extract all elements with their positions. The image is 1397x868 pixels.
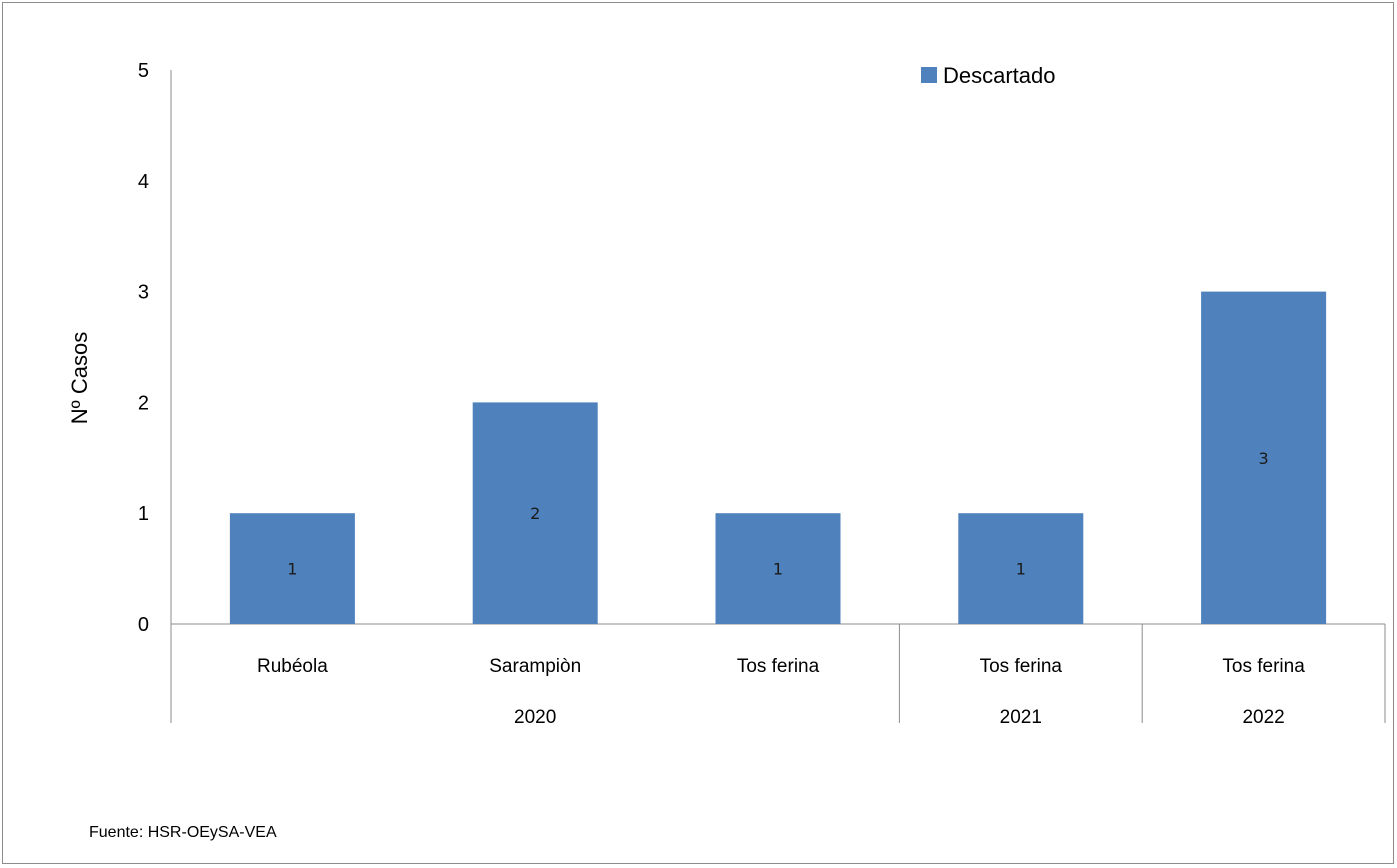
- y-tick-label: 5: [138, 60, 149, 82]
- y-tick-label: 3: [138, 282, 149, 304]
- x-group-label: 2021: [1000, 707, 1042, 728]
- bar: [958, 513, 1084, 624]
- y-tick-label: 1: [138, 503, 149, 525]
- y-tick-label: 0: [138, 614, 149, 636]
- bars: [229, 291, 1327, 624]
- legend-label-descartado: Descartado: [943, 63, 1056, 88]
- bar: [715, 513, 841, 624]
- bar: [229, 513, 355, 624]
- bar: [472, 402, 598, 624]
- y-tick-label: 4: [138, 171, 149, 193]
- x-group-label: 2020: [514, 707, 556, 728]
- data-label: 1: [287, 560, 297, 579]
- x-group-label: 2022: [1242, 707, 1284, 728]
- legend-swatch-descartado: [921, 67, 937, 83]
- data-label: 3: [1259, 449, 1269, 468]
- axes: 0 1 2 3 4 5 Rubéola Sarampiòn Tos ferina Tos feri…: [138, 60, 1386, 728]
- x-category-label: Tos ferina: [737, 656, 820, 677]
- y-tick-label: 2: [138, 392, 149, 414]
- x-category-label: Sarampiòn: [489, 656, 581, 677]
- y-axis-label: Nº Casos: [67, 332, 92, 424]
- data-label: 1: [1016, 560, 1026, 579]
- data-label: 2: [530, 504, 540, 523]
- legend: Descartado: [921, 63, 1056, 88]
- bar: [1201, 291, 1327, 624]
- x-category-label: Rubéola: [257, 656, 328, 677]
- source-note: Fuente: HSR-OEySA-VEA: [89, 824, 277, 841]
- x-category-label: Tos ferina: [1222, 656, 1305, 677]
- x-category-label: Tos ferina: [980, 656, 1063, 677]
- bar-chart: 0 1 2 3 4 5 Rubéola Sarampiòn Tos ferina Tos feri…: [67, 60, 1386, 841]
- data-labels: 1 2 1 1 3: [287, 449, 1268, 579]
- data-label: 1: [773, 560, 783, 579]
